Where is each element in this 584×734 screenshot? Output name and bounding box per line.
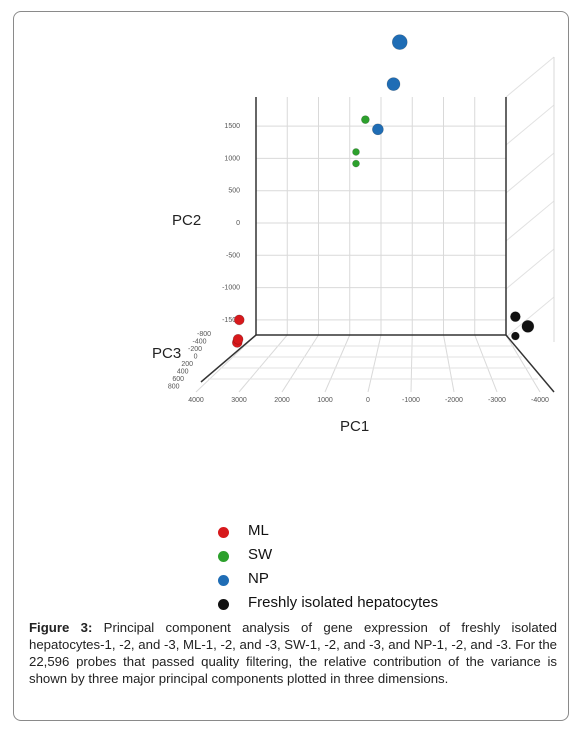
data-point-sw xyxy=(361,115,370,124)
floor-grid-line xyxy=(238,334,288,393)
z-tick-label: -200 xyxy=(188,346,202,353)
data-point-np xyxy=(372,123,384,136)
z-axis-line xyxy=(200,334,257,383)
z-tick-label: -400 xyxy=(192,339,206,346)
floor-grid-line xyxy=(443,334,455,393)
data-point-ml xyxy=(232,333,244,345)
legend-label: Freshly isolated hepatocytes xyxy=(248,594,439,611)
floor-grid-line xyxy=(505,334,541,393)
x-tick-label: -3000 xyxy=(488,397,506,404)
y-tick-label: -500 xyxy=(226,252,240,259)
floor-grid-line xyxy=(410,334,413,393)
legend-marker xyxy=(218,575,229,586)
legend-marker xyxy=(218,599,229,610)
x-tick-label: -2000 xyxy=(445,397,463,404)
caption-label: Figure 3: xyxy=(29,620,93,635)
y-tick-label: 1500 xyxy=(224,123,240,130)
z-tick-label: 0 xyxy=(194,354,198,361)
caption-text: Principal component analysis of gene exp… xyxy=(29,620,557,686)
x-axis-title: PC1 xyxy=(340,418,370,435)
data-point-sw xyxy=(352,148,360,156)
side-grid-line xyxy=(505,296,555,338)
x-tick-label: 1000 xyxy=(317,397,333,404)
z-tick-label: 800 xyxy=(168,384,180,391)
floor-grid-line xyxy=(281,334,319,393)
floor-grid-line xyxy=(367,334,382,393)
figure-frame: 4000 3000 2000 1000 0 -1000 -2000 -3000 -4000 150… xyxy=(13,11,569,721)
data-point-freshly-isolated-hepatocytes xyxy=(510,311,521,322)
y-tick-label: 1000 xyxy=(224,155,240,162)
y-tick-label: -1500 xyxy=(222,317,240,324)
x-tick-label: 2000 xyxy=(274,397,290,404)
side-grid-line xyxy=(505,248,555,290)
x-tick-label: 4000 xyxy=(188,397,204,404)
z-tick-label: 200 xyxy=(181,361,193,368)
data-point-np xyxy=(386,77,401,91)
data-point-np xyxy=(391,34,408,50)
data-point-sw xyxy=(352,159,360,168)
right-floor-edge xyxy=(505,334,555,393)
x-tick-label: -1000 xyxy=(402,397,420,404)
data-point-freshly-isolated-hepatocytes xyxy=(511,331,520,341)
side-grid-line xyxy=(505,56,555,98)
legend-label: NP xyxy=(248,570,269,587)
x-tick-label: -4000 xyxy=(531,397,549,404)
floor-grid-line xyxy=(474,334,498,393)
x-tick-label: 3000 xyxy=(231,397,247,404)
legend-marker xyxy=(218,551,229,562)
side-grid-line xyxy=(505,104,555,146)
y-axis-title: PC2 xyxy=(172,212,202,229)
legend-label: SW xyxy=(248,546,273,563)
legend-marker xyxy=(218,527,229,538)
data-point-freshly-isolated-hepatocytes xyxy=(521,320,535,333)
pca-3d-plot: 4000 3000 2000 1000 0 -1000 -2000 -3000 -4000150… xyxy=(168,34,555,404)
z-axis-title: PC3 xyxy=(152,345,182,362)
side-grid-line xyxy=(505,200,555,242)
legend-label: ML xyxy=(248,522,269,539)
data-point-ml xyxy=(233,314,245,326)
figure-caption: Figure 3: Principal component analysis o… xyxy=(29,619,557,687)
x-tick-label: 0 xyxy=(366,397,370,404)
z-tick-label: 400 xyxy=(177,369,189,376)
side-grid-line xyxy=(505,152,555,194)
z-tick-label: 600 xyxy=(172,376,184,383)
z-tick-label: -800 xyxy=(197,331,211,338)
y-tick-label: 500 xyxy=(228,188,240,195)
floor-grid-line xyxy=(324,334,351,393)
y-tick-label: -1000 xyxy=(222,285,240,292)
y-tick-label: 0 xyxy=(236,220,240,227)
